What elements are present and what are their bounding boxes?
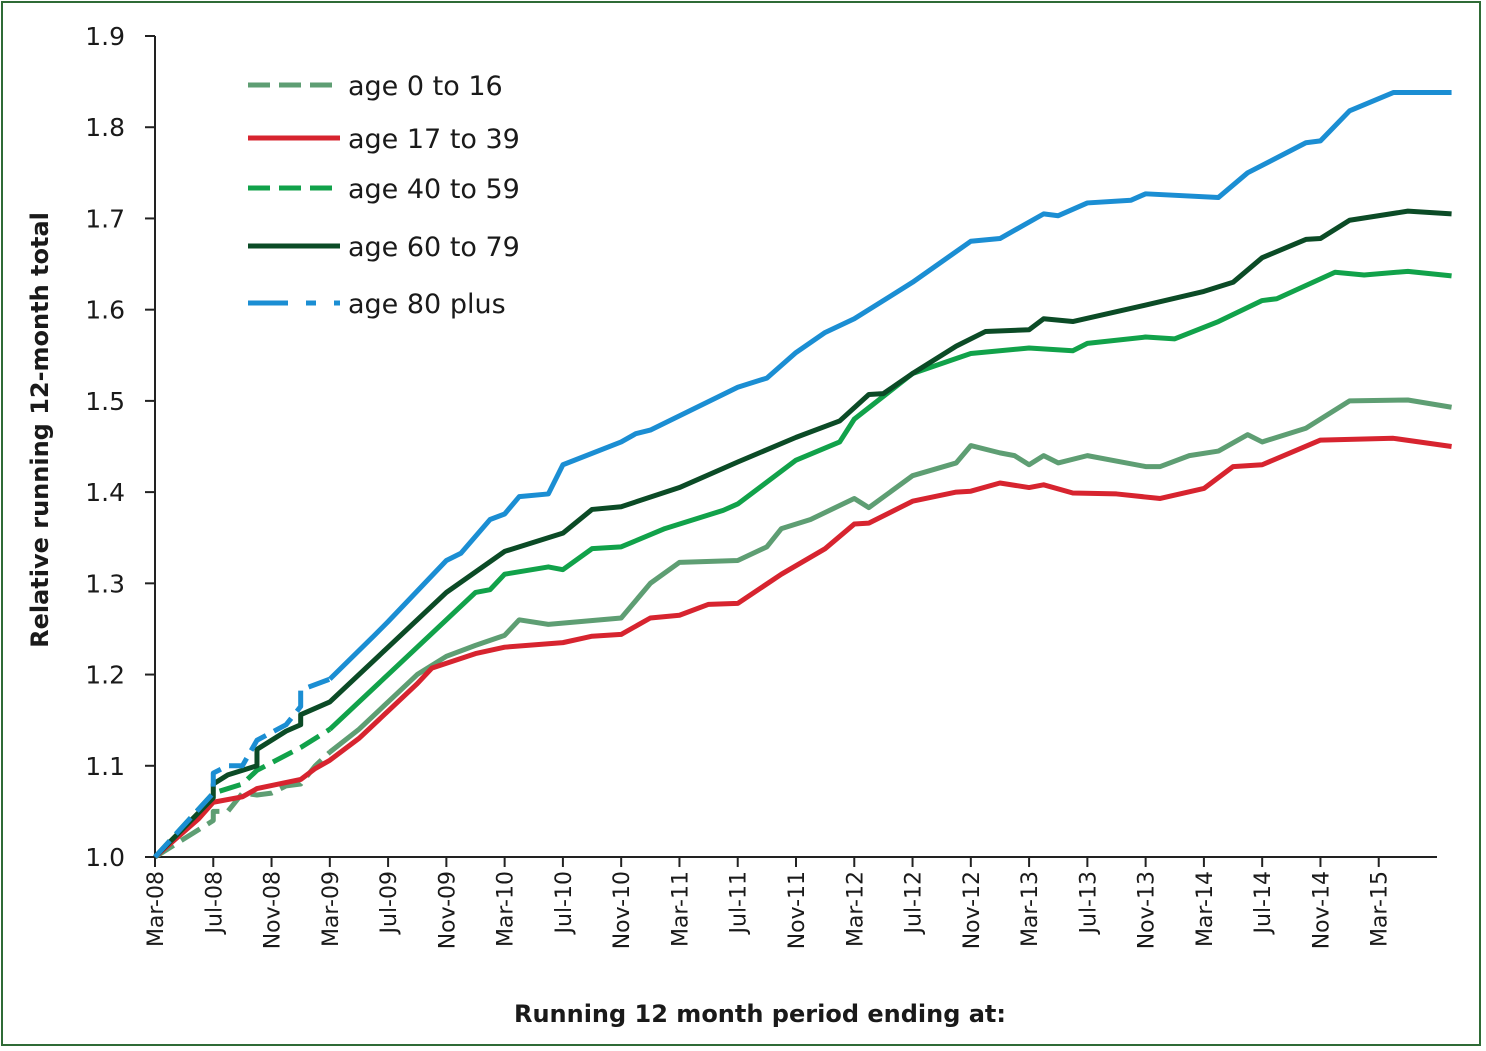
x-tick-label: Nov-10 [610,871,635,949]
y-tick-label: 1.8 [85,113,125,142]
x-tick-label: Mar-15 [1368,871,1393,947]
x-tick-label: Mar-09 [319,871,344,947]
y-axis-title: Relative running 12-month total [26,212,54,648]
axes: 1.0 1.1 1.2 1.3 1.4 1.5 1.6 1.7 1.8 1.9 Mar-08 Jul-… [85,22,1437,949]
x-axis-title: Running 12 month period ending at: [514,1000,1006,1028]
y-tick-label: 1.9 [85,22,125,51]
x-tick-label: Jul-11 [727,871,752,935]
series-2 [153,435,1452,859]
x-tick-label: Nov-08 [261,871,286,949]
series-line-dashed [153,750,332,860]
legend-label: age 60 to 79 [348,232,520,263]
legend-item: age 0 to 16 [248,71,503,102]
legend-label: age 0 to 16 [348,71,503,102]
x-tick-label: Jul-10 [552,871,577,935]
y-tick-label: 1.5 [85,387,125,416]
x-tick-label: Jul-08 [202,871,227,935]
series-line [153,435,1452,859]
series-line [328,90,1452,681]
legend-item: age 60 to 79 [248,232,520,263]
y-tick-label: 1.2 [85,661,125,690]
y-tick-label: 1.4 [85,478,125,507]
series-line [328,268,1452,732]
x-tick-label: Nov-14 [1309,871,1334,949]
y-tick-label: 1.3 [85,569,125,598]
x-tick-label: Mar-14 [1193,871,1218,947]
x-tick-label: Jul-13 [1076,871,1101,935]
legend-item: age 80 plus [248,289,506,320]
x-tick-label: Jul-09 [377,871,402,935]
x-tick-label: Nov-11 [785,871,810,949]
series-line-dashed [153,676,331,859]
legend-label: age 80 plus [348,289,506,320]
legend-label: age 17 to 39 [348,124,520,155]
legend: age 0 to 16 age 17 to 39 age 40 to 59 age 6… [248,71,520,320]
x-tick-label: Nov-09 [435,871,460,949]
x-tick-label: Jul-14 [1251,871,1276,935]
x-tick-label: Mar-10 [494,871,519,947]
x-tick-label: Mar-11 [668,871,693,947]
x-tick-label: Mar-13 [1018,871,1043,947]
series-line [153,208,1452,859]
series-1 [153,397,1452,860]
x-tick-label: Jul-12 [902,871,927,935]
x-tick-label: Mar-12 [843,871,868,947]
series-line [328,397,1452,755]
legend-label: age 40 to 59 [348,174,520,205]
legend-item: age 40 to 59 [248,174,520,205]
y-tick-label: 1.6 [85,296,125,325]
y-tick-label: 1.7 [85,204,125,233]
y-tick-label: 1.0 [85,843,125,872]
y-tick-label: 1.1 [85,752,125,781]
series-5 [153,90,1452,859]
series-layer [153,90,1452,860]
x-tick-label: Nov-12 [960,871,985,949]
x-tick-label: Nov-13 [1135,871,1160,949]
legend-item: age 17 to 39 [248,124,520,155]
series-4 [153,208,1452,859]
x-tick-label: Mar-08 [144,871,169,947]
